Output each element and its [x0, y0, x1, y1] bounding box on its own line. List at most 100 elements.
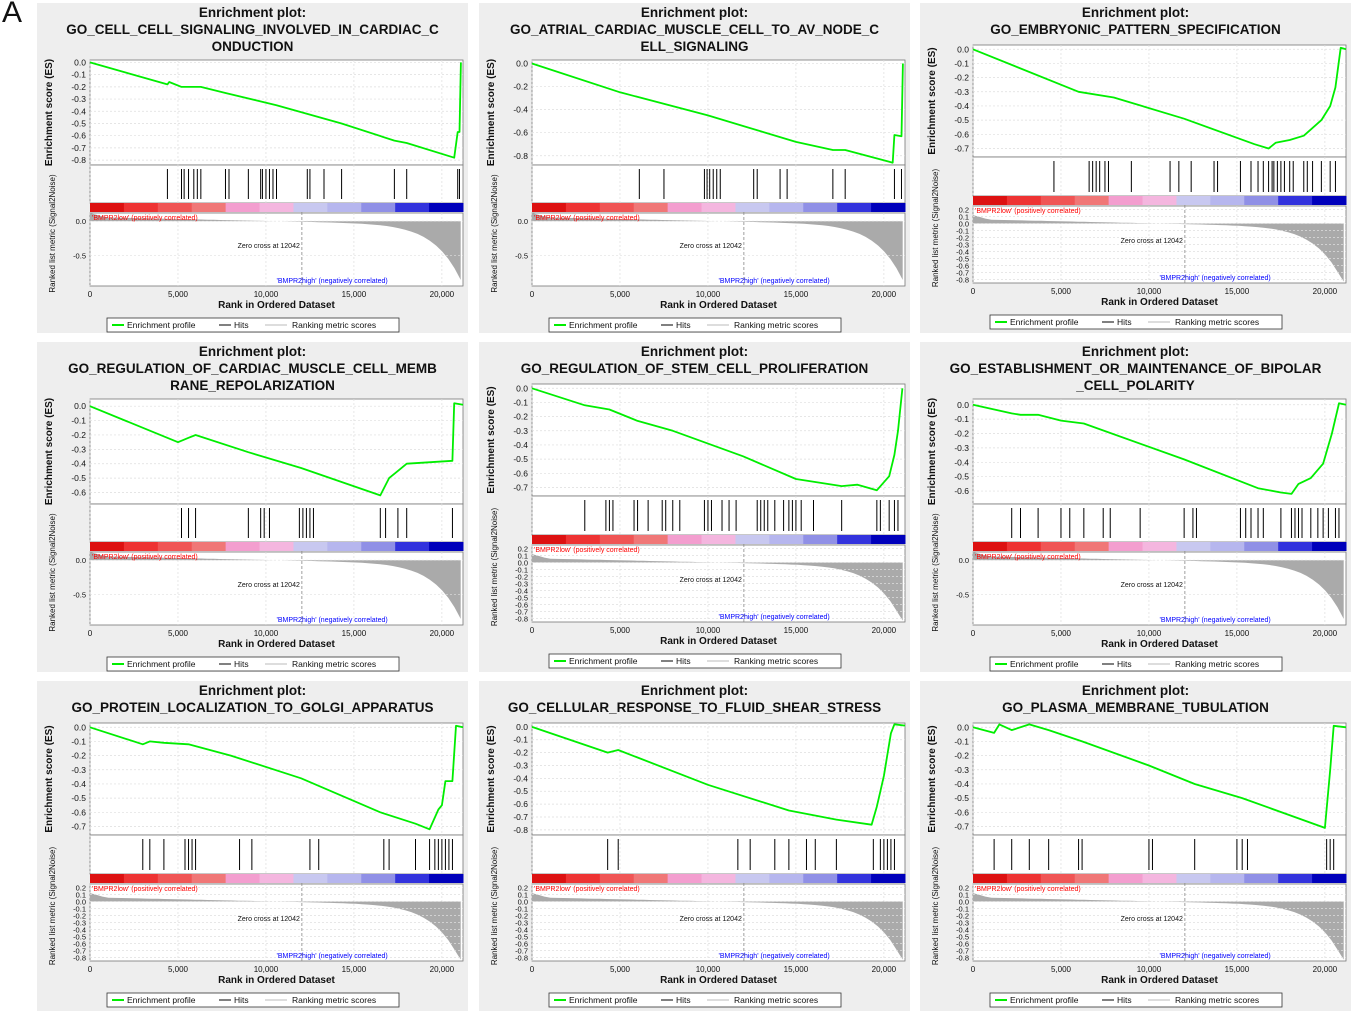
plot-title: RANE_REPOLARIZATION: [170, 378, 335, 393]
x-tick-label: 15,000: [1225, 629, 1250, 638]
es-tick-label: -0.2: [954, 751, 969, 761]
hits-plot-area: [973, 504, 1346, 542]
heatmap-segment: [803, 535, 837, 544]
legend-profile-label: Enrichment profile: [1010, 317, 1079, 327]
x-tick-label: 0: [530, 290, 535, 299]
legend-hits-label: Hits: [1117, 995, 1132, 1005]
es-tick-label: 0.0: [516, 383, 528, 393]
x-axis-label: Rank in Ordered Dataset: [218, 639, 335, 650]
x-tick-label: 10,000: [1137, 965, 1162, 974]
legend-profile-label: Enrichment profile: [127, 659, 196, 669]
metric-tick-label: -0.8: [515, 954, 528, 963]
heatmap-segment: [1143, 196, 1177, 205]
es-tick-label: -0.4: [513, 773, 528, 783]
enrichment-plot-chart: Enrichment plot:GO_PROTEIN_LOCALIZATION_…: [37, 681, 468, 1011]
heatmap-segment: [532, 874, 566, 883]
zero-cross-label: Zero cross at 12042: [1121, 916, 1183, 923]
plot-title: GO_PROTEIN_LOCALIZATION_TO_GOLGI_APPARAT…: [71, 700, 433, 715]
legend-hits-label: Hits: [676, 320, 691, 330]
heatmap-segment: [1007, 874, 1041, 883]
enrichment-plot-chart: Enrichment plot:GO_EMBRYONIC_PATTERN_SPE…: [920, 3, 1351, 333]
es-tick-label: -0.8: [513, 151, 528, 161]
metric-tick-label: 0.0: [76, 217, 86, 226]
heatmap-segment: [1109, 542, 1143, 551]
x-tick-label: 0: [530, 626, 535, 635]
heatmap-segment: [1075, 196, 1109, 205]
legend-profile-label: Enrichment profile: [127, 320, 196, 330]
heatmap-segment: [769, 874, 803, 883]
plot-title: ONDUCTION: [212, 39, 294, 54]
heatmap-segment: [1109, 874, 1143, 883]
legend-profile-label: Enrichment profile: [1010, 659, 1079, 669]
es-tick-label: 0.0: [74, 57, 86, 67]
heatmap-segment: [1143, 874, 1177, 883]
x-tick-label: 15,000: [784, 290, 809, 299]
es-tick-label: -0.6: [71, 807, 86, 817]
negative-correlation-label: 'BMPR2high' (negatively correlated): [719, 953, 830, 960]
heatmap-segment: [973, 874, 1007, 883]
x-axis-label: Rank in Ordered Dataset: [660, 636, 777, 647]
enrichment-plot-chart: Enrichment plot:GO_PLASMA_MEMBRANE_TUBUL…: [920, 681, 1351, 1011]
es-tick-label: -0.5: [71, 473, 86, 483]
es-plot-area: [532, 384, 905, 496]
plot-title: _CELL_POLARITY: [1075, 378, 1195, 393]
legend-hits-label: Hits: [676, 995, 691, 1005]
es-tick-label: -0.4: [71, 779, 86, 789]
legend-metric-label: Ranking metric scores: [1175, 659, 1259, 669]
metric-tick-label: 0.0: [959, 556, 969, 565]
enrichment-plot-panel: Enrichment plot: GO_CELL_CELL_SIGNALING_I…: [37, 3, 468, 333]
legend-metric-label: Ranking metric scores: [292, 659, 376, 669]
heatmap-segment: [260, 542, 294, 551]
x-tick-label: 5,000: [168, 290, 189, 299]
negative-correlation-label: 'BMPR2high' (negatively correlated): [719, 278, 830, 285]
heatmap-segment: [702, 874, 736, 883]
heatmap-segment: [702, 535, 736, 544]
x-tick-label: 10,000: [1137, 629, 1162, 638]
x-axis-label: Rank in Ordered Dataset: [1101, 297, 1218, 308]
legend-profile-label: Enrichment profile: [1010, 995, 1079, 1005]
es-tick-label: -0.6: [954, 129, 969, 139]
es-tick-label: -0.3: [71, 94, 86, 104]
legend-hits-label: Hits: [1117, 317, 1132, 327]
es-tick-label: 0.0: [957, 400, 969, 410]
es-tick-label: -0.3: [954, 443, 969, 453]
heatmap-segment: [124, 874, 158, 883]
plot-title: GO_ESTABLISHMENT_OR_MAINTENANCE_OF_BIPOL…: [950, 361, 1322, 376]
es-tick-label: -0.2: [954, 429, 969, 439]
es-tick-label: -0.1: [513, 397, 528, 407]
es-tick-label: -0.4: [71, 106, 86, 116]
heatmap-segment: [1143, 542, 1177, 551]
plot-title: GO_CELL_CELL_SIGNALING_INVOLVED_IN_CARDI…: [66, 22, 439, 37]
heatmap-segment: [429, 874, 463, 883]
es-plot-area: [532, 60, 905, 165]
heatmap-segment: [769, 535, 803, 544]
x-tick-label: 5,000: [168, 629, 189, 638]
plot-title: GO_ATRIAL_CARDIAC_MUSCLE_CELL_TO_AV_NODE…: [510, 22, 879, 37]
zero-cross-label: Zero cross at 12042: [238, 916, 300, 923]
heatmap-segment: [803, 874, 837, 883]
x-tick-label: 10,000: [254, 965, 279, 974]
heatmap-segment: [90, 542, 124, 551]
plot-title-heading: Enrichment plot:: [1082, 5, 1189, 20]
x-tick-label: 10,000: [254, 290, 279, 299]
enrichment-plot-chart: Enrichment plot:GO_REGULATION_OF_CARDIAC…: [37, 342, 468, 672]
es-tick-label: -0.4: [954, 779, 969, 789]
legend-metric-label: Ranking metric scores: [734, 995, 818, 1005]
enrichment-plot-chart: Enrichment plot:GO_CELL_CELL_SIGNALING_I…: [37, 3, 468, 333]
heatmap-segment: [158, 542, 192, 551]
es-tick-label: -0.6: [954, 807, 969, 817]
x-tick-label: 15,000: [784, 626, 809, 635]
positive-correlation-label: 'BMPR2low' (positively correlated): [534, 547, 640, 554]
zero-cross-label: Zero cross at 12042: [680, 916, 742, 923]
enrichment-plot-panel: Enrichment plot: GO_ESTABLISHMENT_OR_MAIN…: [920, 342, 1351, 672]
heatmap-segment: [735, 874, 769, 883]
es-tick-label: -0.5: [954, 793, 969, 803]
es-plot-area: [90, 723, 463, 835]
heatmap-segment: [395, 542, 429, 551]
heatmap-segment: [1210, 874, 1244, 883]
enrichment-plot-panel: Enrichment plot: GO_ATRIAL_CARDIAC_MUSCLE…: [479, 3, 910, 333]
heatmap-segment: [1109, 196, 1143, 205]
es-tick-label: -0.7: [954, 143, 969, 153]
es-plot-area: [90, 399, 463, 504]
negative-correlation-label: 'BMPR2high' (negatively correlated): [277, 278, 388, 285]
